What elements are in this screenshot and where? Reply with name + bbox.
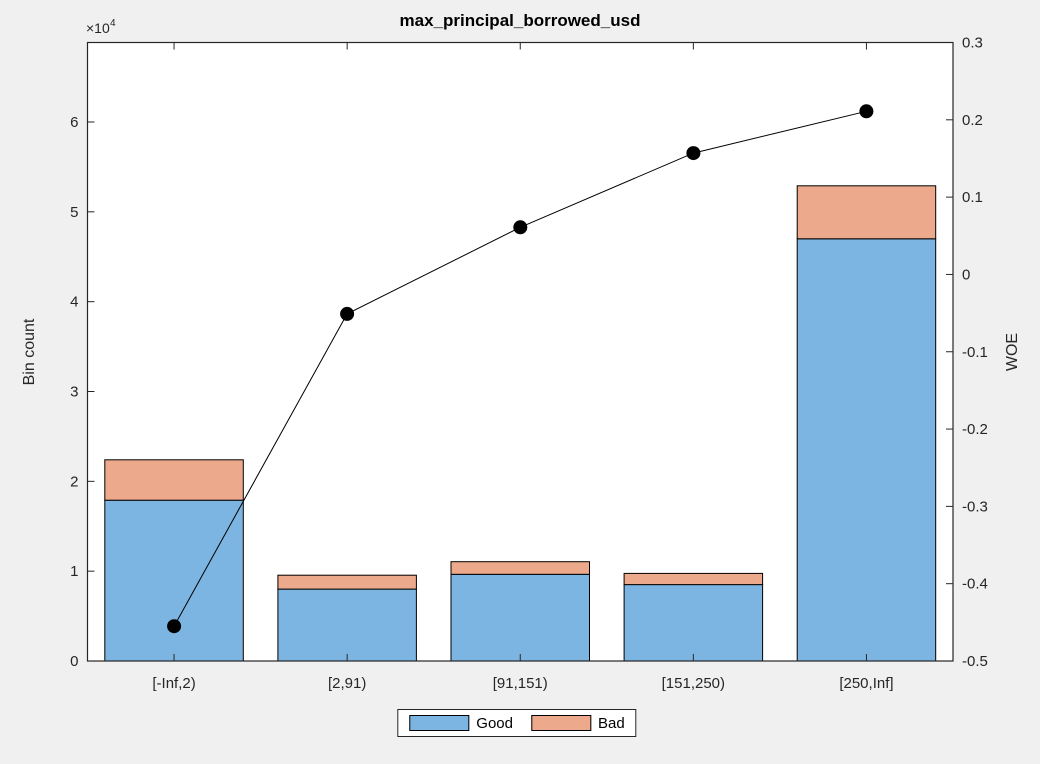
bar-segment-good-1 [277, 588, 417, 662]
bar-segment-bad-2 [450, 561, 590, 575]
x-category-label: [250,Inf] [839, 675, 893, 692]
legend-item-bad: Bad [531, 715, 625, 732]
woe-marker-0 [167, 619, 182, 634]
bar-segment-bad-1 [277, 574, 417, 590]
legend: Good Bad [397, 709, 637, 737]
y-axis-multiplier-exponent: 4 [110, 18, 116, 29]
right-tick-label: -0.3 [962, 498, 988, 515]
legend-label-bad: Bad [598, 714, 625, 732]
x-category-label: [91,151) [493, 675, 548, 692]
left-y-axis-label: Bin count [21, 318, 38, 386]
right-tick-label: -0.5 [962, 653, 988, 670]
left-tick-label: 0 [70, 653, 78, 670]
bar-segment-bad-3 [623, 572, 764, 586]
x-category-label: [2,91) [328, 675, 366, 692]
bar-segment-good-4 [796, 238, 937, 662]
bar-segment-good-3 [623, 584, 764, 662]
legend-item-good: Good [409, 715, 513, 732]
right-tick-label: 0.3 [962, 35, 983, 52]
good-color-swatch [409, 715, 470, 731]
left-tick-label: 2 [70, 473, 78, 490]
bar-segment-good-0 [104, 499, 244, 662]
right-y-axis-label: WOE [1004, 332, 1021, 372]
bar-segment-bad-4 [796, 185, 937, 240]
left-tick-label: 4 [70, 294, 78, 311]
woe-marker-3 [686, 146, 701, 161]
woe-marker-2 [513, 220, 528, 235]
axis-tick-labels: 0 1 2 3 4 5 6 0.3 0.2 0.1 0 -0.1 -0.2 -0.3 -0.4 -0.5 [-I… [70, 35, 988, 693]
woe-marker-1 [340, 306, 355, 321]
x-category-label: [151,250) [662, 675, 725, 692]
left-tick-label: 6 [70, 114, 78, 131]
chart-title: max_principal_borrowed_usd [399, 11, 641, 30]
y-axis-multiplier: ×10 [86, 20, 110, 36]
legend-label-good: Good [476, 714, 513, 732]
right-tick-label: 0 [962, 266, 970, 283]
x-category-label: [-Inf,2) [152, 675, 195, 692]
woe-line-series [167, 104, 874, 634]
woe-marker-4 [859, 104, 874, 119]
left-tick-label: 5 [70, 204, 78, 221]
plot-box-border [86, 41, 954, 662]
stacked-bars [104, 185, 937, 662]
bar-segment-good-2 [450, 573, 590, 662]
left-tick-label: 1 [70, 563, 78, 580]
right-tick-label: 0.2 [962, 112, 983, 129]
bad-color-swatch [531, 715, 591, 731]
right-tick-label: -0.4 [962, 576, 988, 593]
right-tick-label: -0.2 [962, 421, 988, 438]
right-tick-label: -0.1 [962, 344, 988, 361]
right-tick-label: 0.1 [962, 189, 983, 206]
left-tick-label: 3 [70, 384, 78, 401]
bar-segment-bad-0 [104, 459, 244, 501]
